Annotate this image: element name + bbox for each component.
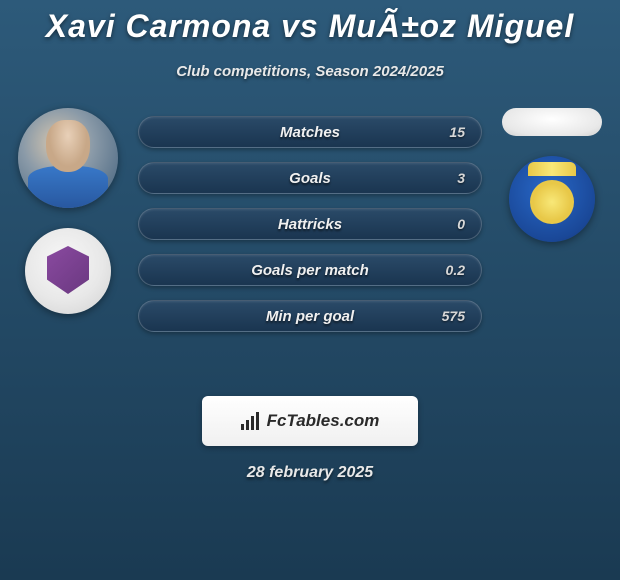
stat-row-hattricks: Hattricks 0 xyxy=(138,208,482,240)
stat-right-value: 575 xyxy=(429,308,465,324)
stats-column: Matches 15 Goals 3 Hattricks 0 Goals per… xyxy=(128,108,492,332)
stat-label: Hattricks xyxy=(191,216,429,233)
source-badge: FcTables.com xyxy=(202,396,418,446)
stat-right-value: 3 xyxy=(429,170,465,186)
club-crest-left xyxy=(25,228,111,314)
stat-row-goals: Goals 3 xyxy=(138,162,482,194)
stat-label: Goals xyxy=(191,170,429,187)
date-text: 28 february 2025 xyxy=(0,464,620,482)
chart-icon xyxy=(241,412,261,430)
stat-label: Matches xyxy=(191,124,429,141)
player-avatar-right xyxy=(502,108,602,136)
stat-label: Goals per match xyxy=(191,262,429,279)
page-title: Xavi Carmona vs MuÃ±oz Miguel xyxy=(0,0,620,45)
subtitle: Club competitions, Season 2024/2025 xyxy=(0,63,620,80)
stat-right-value: 0 xyxy=(429,216,465,232)
brand-text: FcTables.com xyxy=(267,411,380,431)
stat-row-min-per-goal: Min per goal 575 xyxy=(138,300,482,332)
stat-right-value: 15 xyxy=(429,124,465,140)
comparison-panel: Matches 15 Goals 3 Hattricks 0 Goals per… xyxy=(0,108,620,332)
stat-row-goals-per-match: Goals per match 0.2 xyxy=(138,254,482,286)
right-side xyxy=(492,108,612,332)
stat-label: Min per goal xyxy=(191,308,429,325)
left-side xyxy=(8,108,128,332)
stat-row-matches: Matches 15 xyxy=(138,116,482,148)
stat-right-value: 0.2 xyxy=(429,262,465,278)
club-crest-right xyxy=(509,156,595,242)
player-avatar-left xyxy=(18,108,118,208)
